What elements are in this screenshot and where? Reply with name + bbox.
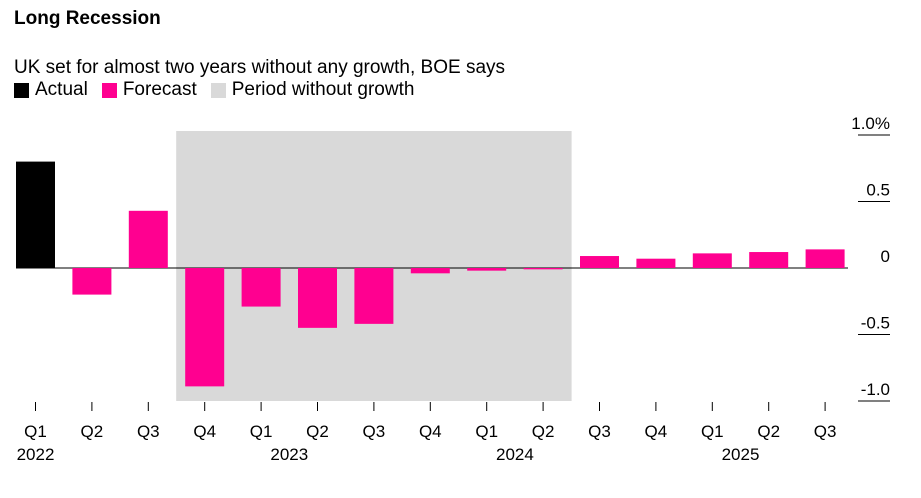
bar-forecast-10	[580, 256, 619, 268]
bar-forecast-8	[467, 268, 507, 271]
bar-forecast-2	[128, 210, 168, 268]
shaded-period	[176, 131, 572, 401]
legend-item-period: Period without growth	[210, 79, 415, 101]
y-tick-label-1: 0.5	[866, 181, 890, 200]
chart-subtitle: UK set for almost two years without any …	[14, 57, 506, 78]
bar-forecast-5	[298, 268, 337, 328]
bar-forecast-4	[241, 268, 281, 307]
x-tick-label-3: Q4	[193, 422, 216, 441]
legend: Actual Forecast Period without growth	[14, 79, 428, 101]
bar-forecast-6	[354, 268, 394, 324]
year-label-2025: 2025	[722, 445, 760, 464]
year-label-2024: 2024	[496, 445, 534, 464]
y-tick-label-4: -1.0	[861, 380, 890, 399]
x-tick-label-14: Q3	[814, 422, 837, 441]
x-tick-label-5: Q2	[306, 422, 329, 441]
x-tick-label-9: Q2	[532, 422, 555, 441]
bar-forecast-13	[749, 252, 789, 268]
legend-swatch-actual	[14, 82, 29, 98]
legend-label-forecast: Forecast	[122, 79, 197, 100]
bar-forecast-14	[805, 249, 845, 268]
legend-item-actual: Actual	[14, 79, 88, 101]
y-tick-label-0: 1.0%	[851, 114, 890, 133]
year-label-2022: 2022	[17, 445, 55, 464]
bar-forecast-12	[692, 253, 732, 268]
x-tick-label-2: Q3	[137, 422, 160, 441]
bar-forecast-7	[410, 268, 450, 274]
x-tick-label-11: Q4	[645, 422, 668, 441]
x-tick-label-10: Q3	[588, 422, 611, 441]
x-tick-label-4: Q1	[250, 422, 273, 441]
bar-forecast-11	[636, 258, 676, 268]
bar-forecast-9	[523, 268, 563, 270]
legend-label-actual: Actual	[35, 79, 88, 100]
legend-swatch-period	[210, 82, 226, 98]
legend-label-period: Period without growth	[231, 79, 415, 100]
x-tick-label-6: Q3	[363, 422, 386, 441]
y-tick-label-3: -0.5	[861, 314, 890, 333]
x-tick-label-13: Q2	[757, 422, 780, 441]
x-tick-label-1: Q2	[81, 422, 104, 441]
x-tick-label-0: Q1	[24, 422, 47, 441]
x-tick-label-8: Q1	[475, 422, 498, 441]
chart-title: Long Recession	[14, 8, 161, 29]
x-tick-label-7: Q4	[419, 422, 442, 441]
bar-actual-0	[16, 161, 55, 268]
year-label-2023: 2023	[270, 445, 308, 464]
y-tick-label-2: 0	[881, 247, 890, 266]
legend-item-forecast: Forecast	[101, 79, 197, 101]
bar-forecast-1	[72, 268, 112, 295]
x-tick-label-12: Q1	[701, 422, 724, 441]
bar-forecast-3	[185, 268, 225, 387]
legend-swatch-forecast	[101, 82, 117, 98]
